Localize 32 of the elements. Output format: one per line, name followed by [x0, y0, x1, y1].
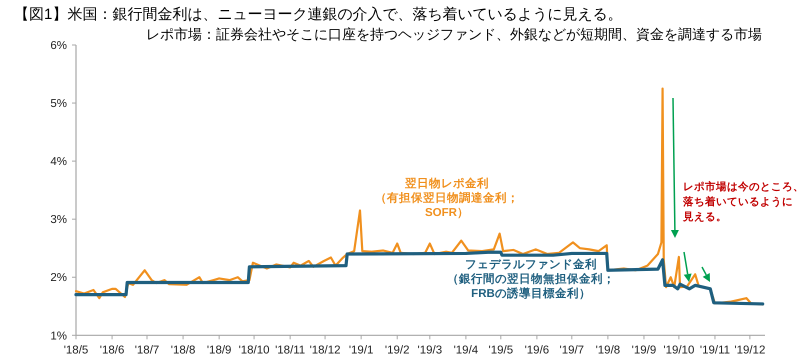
chart-title: 【図1】米国：銀行間金利は、ニューヨーク連銀の介入で、落ち着いているように見える。	[14, 6, 622, 23]
x-tick-label: '19/10	[663, 344, 694, 356]
x-tick-label: '19/2	[384, 344, 410, 356]
x-tick-label: '19/7	[560, 344, 584, 356]
x-tick-label: '19/4	[454, 344, 479, 356]
y-tick-label: 3%	[50, 214, 67, 226]
x-tick-label: '19/12	[734, 344, 766, 356]
x-tick-label: '19/3	[418, 344, 442, 356]
x-tick-label: '18/12	[310, 344, 341, 356]
y-tick-label: 1%	[50, 330, 67, 342]
x-tick-label: '18/10	[238, 344, 270, 356]
series-label: フェデラルファンド金利（銀行間の翌日物無担保金利；FRBの誘導目標金利）	[447, 257, 615, 300]
x-tick-label: '19/6	[524, 344, 550, 356]
x-tick-label: '19/9	[632, 344, 656, 356]
x-tick-label: '18/5	[64, 344, 88, 356]
line-series	[74, 250, 764, 306]
y-tick-label: 2%	[50, 272, 67, 284]
x-tick-label: '18/7	[134, 344, 160, 356]
y-tick-label: 4%	[50, 156, 67, 168]
x-tick-label: '18/11	[275, 344, 306, 356]
annotation: レポ市場は今のところ、落ち着いているように見える。	[682, 180, 800, 223]
x-tick-label: '19/1	[348, 344, 374, 356]
chart-subtitle: レポ市場：証券会社やそこに口座を持つヘッジファンド、外銀などが短期間、資金を調達する市場	[146, 26, 762, 42]
x-tick-label: '19/5	[488, 344, 514, 356]
x-tick-label: '19/11	[700, 344, 730, 356]
y-tick-label: 5%	[50, 98, 67, 110]
x-tick-label: '18/6	[100, 344, 124, 356]
x-tick-label: '18/8	[170, 344, 196, 356]
series-label: 翌日物レポ金利（有担保翌日物調達金利；SOFR）	[375, 176, 519, 219]
x-tick-label: '19/8	[596, 344, 620, 356]
x-tick-label: '18/9	[206, 344, 232, 356]
y-tick-label: 6%	[50, 40, 67, 52]
